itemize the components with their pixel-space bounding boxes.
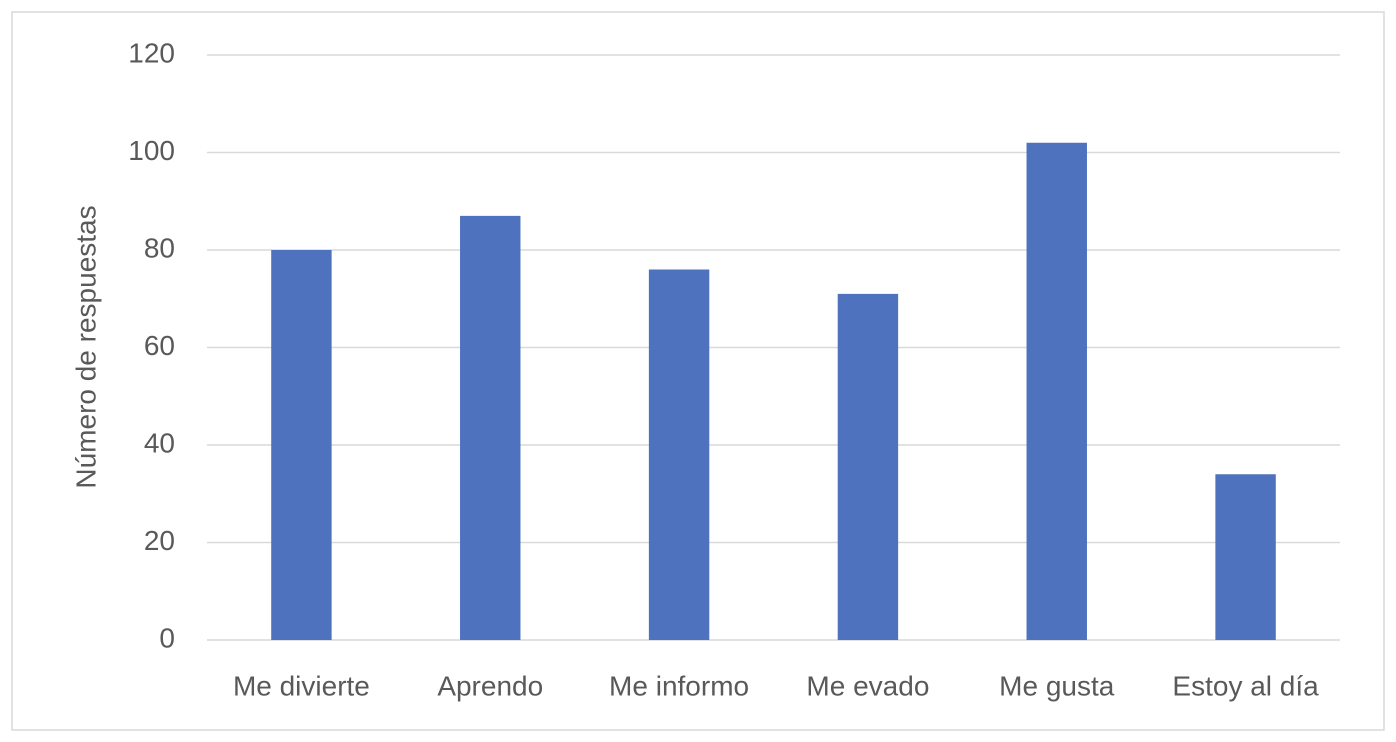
y-tick-label: 60 (144, 330, 175, 361)
y-tick-label: 100 (128, 135, 175, 166)
x-tick-label: Me evado (806, 670, 929, 701)
bar (460, 215, 521, 640)
x-tick-label: Me divierte (233, 670, 370, 701)
bar (1215, 474, 1276, 640)
bar (837, 293, 899, 640)
x-tick-label: Me gusta (999, 670, 1115, 701)
bar (1026, 142, 1087, 640)
y-tick-label: 40 (144, 427, 175, 458)
y-tick-label: 120 (128, 37, 175, 68)
bar (271, 250, 332, 640)
y-tick-label: 80 (144, 232, 175, 263)
y-tick-label: 20 (144, 525, 175, 556)
y-axis-title: Número de respuestas (70, 205, 101, 488)
y-tick-label: 0 (159, 622, 175, 653)
bar (648, 269, 710, 640)
x-tick-label: Aprendo (437, 670, 543, 701)
x-tick-label: Estoy al día (1172, 670, 1319, 701)
x-tick-label: Me informo (609, 670, 749, 701)
